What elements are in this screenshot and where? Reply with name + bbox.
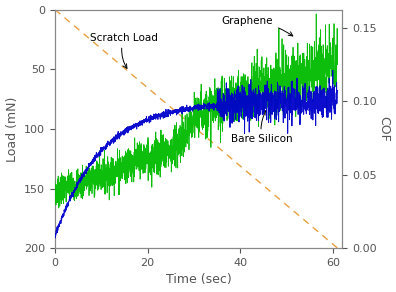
- Y-axis label: COF: COF: [377, 116, 390, 142]
- Y-axis label: Load (mN): Load (mN): [6, 96, 19, 161]
- Text: Scratch Load: Scratch Load: [90, 33, 158, 68]
- Text: Bare Silicon: Bare Silicon: [231, 111, 293, 145]
- X-axis label: Time (sec): Time (sec): [166, 273, 231, 286]
- Text: Graphene: Graphene: [222, 15, 293, 36]
